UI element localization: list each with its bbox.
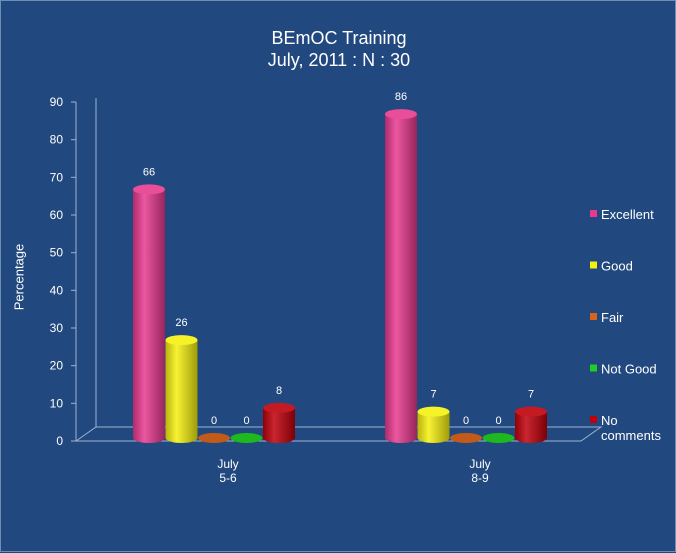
data-label: 26 [175, 317, 187, 329]
data-label: 7 [430, 389, 436, 401]
data-label: 8 [276, 385, 282, 397]
data-label: 66 [143, 166, 155, 178]
bar-no-comments: 7 [515, 389, 547, 443]
x-tick-label: July 5-6 [217, 457, 238, 485]
bar-body [417, 411, 450, 443]
bar-body [385, 114, 417, 444]
bar-top [450, 433, 482, 443]
legend-label: No comments [601, 413, 661, 443]
bar-body [515, 411, 547, 443]
bar-body [165, 340, 198, 443]
chart-title: BEmOC Training [271, 28, 407, 48]
bar-top [263, 402, 295, 413]
data-label: 7 [528, 389, 534, 401]
bar-excellent: 86 [385, 91, 417, 444]
legend-swatch [590, 261, 597, 269]
bar-not-good: 0 [230, 415, 263, 443]
legend-item-excellent: Excellent [590, 207, 654, 222]
bar-top [515, 406, 547, 417]
bar-not-good: 0 [482, 415, 515, 443]
bar-good: 7 [417, 389, 450, 443]
data-label: 0 [463, 415, 469, 427]
bar-top [198, 433, 230, 443]
bar-body [133, 189, 165, 443]
bar-top [165, 335, 198, 346]
legend-swatch [590, 364, 597, 372]
legend-swatch [590, 210, 597, 217]
bar-no-comments: 8 [263, 385, 295, 443]
bar-top [417, 406, 450, 417]
legend-item-no-comments: No comments [590, 413, 661, 443]
legend-swatch [590, 313, 597, 320]
y-tick-label: 40 [50, 283, 64, 297]
y-tick-label: 70 [50, 170, 64, 184]
x-tick-label: July 8-9 [469, 457, 490, 485]
y-tick-label: 0 [56, 434, 63, 448]
bar-top [482, 433, 515, 443]
bar-top [133, 184, 165, 195]
bar-top [230, 433, 263, 443]
legend-item-not-good: Not Good [590, 362, 657, 377]
y-tick-label: 10 [50, 396, 64, 410]
legend: Excellent Good Fair Not Good No comments [590, 207, 661, 443]
legend-label: Excellent [601, 207, 654, 222]
bar-fair: 0 [198, 415, 230, 443]
bar-fair: 0 [450, 415, 482, 443]
chart-subtitle: July, 2011 : N : 30 [267, 50, 411, 70]
legend-label: Fair [601, 310, 624, 325]
legend-label: Not Good [601, 362, 657, 377]
bars: 66 26 0 0 8 86 7 0 0 7 [133, 91, 547, 444]
y-tick-label: 30 [50, 321, 64, 335]
y-tick-label: 50 [50, 246, 64, 260]
data-label: 0 [495, 415, 501, 427]
y-tick-label: 20 [50, 359, 64, 373]
y-tick-label: 80 [50, 133, 64, 147]
data-label: 0 [243, 415, 249, 427]
y-tick-label: 60 [50, 208, 64, 222]
bar-good: 26 [165, 317, 198, 443]
legend-item-good: Good [590, 259, 633, 274]
bar-body [263, 407, 295, 443]
legend-item-fair: Fair [590, 310, 624, 325]
legend-label: Good [601, 259, 633, 274]
bar-top [385, 109, 417, 120]
y-tick-label: 90 [50, 95, 64, 109]
bar-excellent: 66 [133, 166, 165, 443]
data-label: 86 [395, 91, 407, 103]
legend-swatch [590, 416, 597, 423]
data-label: 0 [211, 415, 217, 427]
